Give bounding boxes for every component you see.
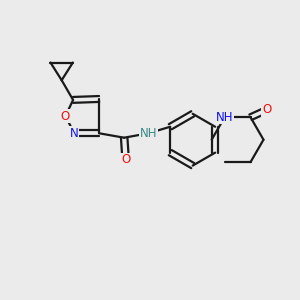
Text: NH: NH [216, 111, 233, 124]
Text: N: N [70, 127, 79, 140]
Text: O: O [61, 110, 70, 123]
Text: NH: NH [140, 127, 157, 140]
Text: O: O [262, 103, 271, 116]
Text: O: O [121, 153, 130, 166]
